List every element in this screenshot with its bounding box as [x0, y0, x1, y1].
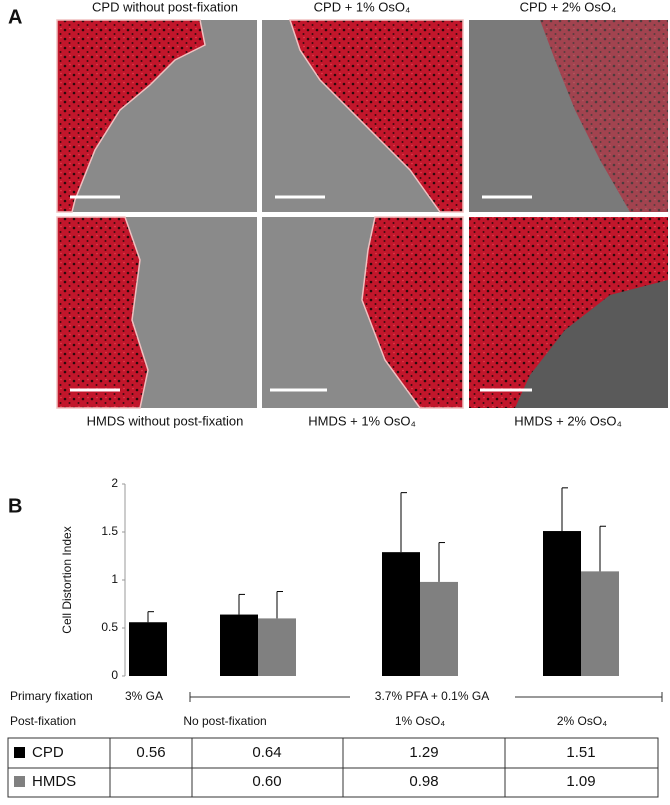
group-label: No post-fixation — [183, 714, 266, 728]
table-value: 1.09 — [566, 773, 595, 790]
table-value: 1.51 — [566, 744, 595, 761]
panel-label: A — [8, 6, 22, 28]
bracket — [189, 692, 663, 702]
legend-swatch — [14, 776, 25, 787]
panel-label: B — [8, 495, 22, 517]
y-axis-label: Cell Distortion Index — [60, 526, 74, 633]
image-caption: HMDS + 2% OsO₄ — [514, 413, 622, 428]
row-label: Primary fixation — [10, 689, 93, 703]
image-caption: HMDS + 1% OsO₄ — [308, 413, 416, 428]
table-value: 0.60 — [252, 773, 281, 790]
micrographs — [56, 19, 668, 409]
y-tick-label: 2 — [111, 476, 118, 490]
y-tick-label: 0 — [111, 668, 118, 682]
y-tick-label: 1 — [111, 572, 118, 586]
y-tick-label: 0.5 — [101, 620, 118, 634]
image-caption: CPD without post-fixation — [92, 0, 238, 14]
y-tick-label: 1.5 — [101, 524, 118, 538]
image-caption: HMDS without post-fixation — [87, 413, 244, 428]
row-label: Post-fixation — [10, 714, 76, 728]
bar — [420, 581, 458, 676]
group-label: 2% OsO₄ — [557, 714, 607, 728]
bar — [382, 552, 420, 676]
bar — [581, 571, 619, 676]
data-table — [7, 737, 659, 798]
legend-swatch — [14, 747, 25, 758]
group-label: 3.7% PFA + 0.1% GA — [375, 689, 489, 703]
legend-label: CPD — [32, 744, 64, 761]
bar — [129, 622, 167, 676]
table-value: 0.98 — [409, 773, 438, 790]
image-caption: CPD + 2% OsO₄ — [520, 0, 617, 14]
table-value: 0.64 — [252, 744, 281, 761]
bar — [543, 531, 581, 676]
group-label: 3% GA — [125, 689, 163, 703]
table-value: 0.56 — [136, 744, 165, 761]
image-caption: CPD + 1% OsO₄ — [314, 0, 411, 14]
legend-label: HMDS — [32, 773, 76, 790]
group-label: 1% OsO₄ — [395, 714, 445, 728]
bar — [220, 614, 258, 676]
bar — [258, 618, 296, 676]
table-value: 1.29 — [409, 744, 438, 761]
